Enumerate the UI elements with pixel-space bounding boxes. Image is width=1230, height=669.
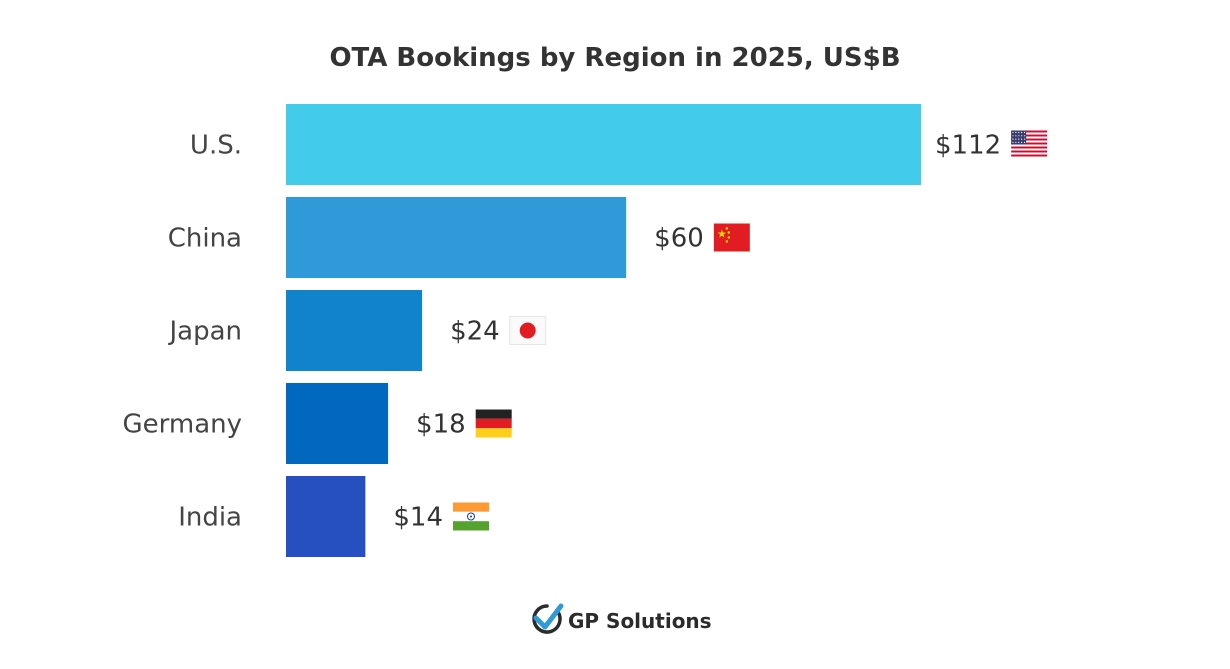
checkmark-logo-icon [532,603,564,634]
bar [286,104,921,185]
india-flag-icon [453,502,490,531]
us-flag-icon [1011,130,1048,159]
bar [286,290,423,371]
bar-row: India $14 [178,476,490,557]
chart-title: OTA Bookings by Region in 2025, US$B [329,43,900,73]
category-label: Germany [122,410,242,440]
bar-row: China $60 ★ [168,197,750,278]
bar-row: U.S. $112 [190,104,1048,185]
china-flag-icon: ★ [713,223,750,252]
bar [286,197,627,278]
value-label: $24 [450,317,500,347]
bar-row: Japan $24 [167,290,547,371]
logo-text: GP Solutions [568,609,712,633]
svg-text:★: ★ [717,228,727,241]
bar [286,476,366,557]
bar [286,383,389,464]
value-label: $18 [416,410,466,440]
japan-flag-icon [509,316,547,345]
category-label: China [168,224,242,254]
value-label: $14 [393,503,443,533]
bar-row: Germany $18 [122,383,512,464]
category-label: India [178,503,242,533]
category-label: Japan [167,317,242,347]
value-label: $112 [935,131,1001,161]
category-label: U.S. [190,131,242,161]
germany-flag-icon [475,409,512,438]
value-label: $60 [654,224,704,254]
logo: GP Solutions [532,603,712,634]
